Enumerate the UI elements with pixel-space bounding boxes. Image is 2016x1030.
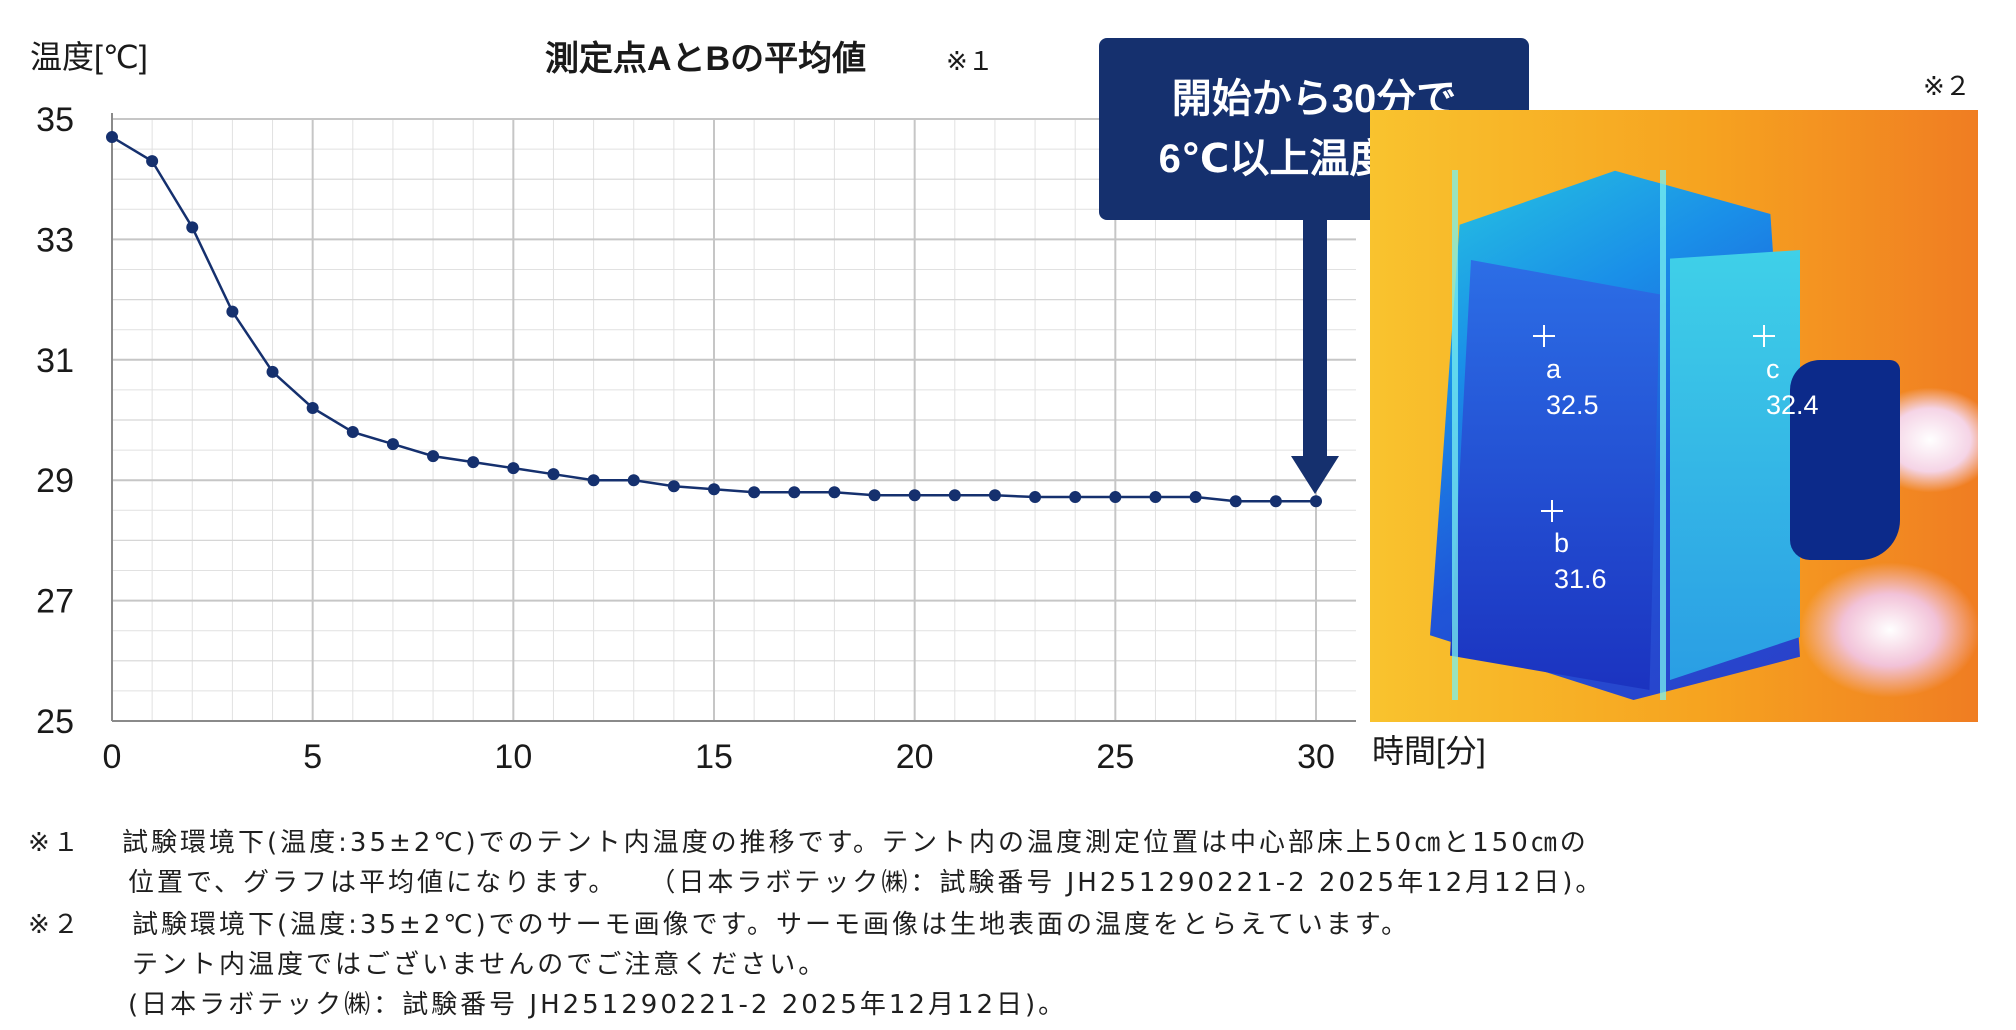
y-tick-label: 35 [36, 101, 74, 139]
data-point [1109, 491, 1122, 504]
footnote-1-mark: ※１ [28, 828, 82, 858]
tent-side-face [1670, 250, 1800, 680]
data-point [146, 155, 159, 168]
y-axis-label: 温度[℃] [30, 39, 148, 75]
x-tick-label: 25 [1096, 738, 1134, 776]
data-point [507, 462, 520, 475]
footnote-2-line-1: 試験環境下(温度:35±2℃)でのサーモ画像です。サーモ画像は生地表面の温度をと… [132, 910, 1411, 940]
footnote-2-mark: ※２ [28, 910, 82, 940]
data-point [1189, 491, 1202, 504]
data-point [1029, 491, 1042, 504]
measure-point-b-label: b [1554, 528, 1570, 558]
y-tick-label: 25 [36, 703, 74, 741]
data-point [1269, 495, 1282, 508]
y-tick-label: 29 [36, 462, 74, 500]
data-point [708, 483, 720, 496]
data-point [948, 489, 961, 502]
x-tick-label: 10 [494, 738, 532, 776]
data-point [587, 474, 600, 487]
data-point [828, 486, 841, 499]
footnote-1-line-2: 位置で、グラフは平均値になります。 （日本ラボテック㈱：試験番号 JH25129… [128, 868, 1605, 898]
x-tick-label: 30 [1297, 738, 1335, 776]
footnote-2: ※２ 試験環境下(温度:35±2℃)でのサーモ画像です。サーモ画像は生地表面の温… [28, 904, 2003, 1024]
axes [111, 113, 1356, 722]
data-point [627, 474, 640, 487]
data-point [427, 450, 440, 463]
arrow-shaft [1303, 218, 1327, 458]
x-tick-label: 15 [695, 738, 733, 776]
y-tick-label: 33 [36, 221, 74, 259]
x-tick-label: 20 [896, 738, 934, 776]
data-point [1310, 495, 1322, 508]
measure-point-b-value: 31.6 [1554, 564, 1607, 594]
data-point [988, 489, 1001, 502]
footnote-2-line-3: (日本ラボテック㈱：試験番号 JH251290221-2 2025年12月12日… [128, 990, 1068, 1020]
tent-pole [1660, 170, 1666, 700]
measure-point-c-label: c [1766, 354, 1780, 384]
data-point [1229, 495, 1242, 508]
y-tick-label: 27 [36, 583, 74, 621]
tent-window-shadow [1790, 360, 1900, 560]
measure-point-b-marker [1541, 500, 1563, 522]
data-point [868, 489, 881, 502]
data-point [106, 131, 118, 144]
tick-labels: 25 27 29 31 33 35 0 5 10 15 20 25 30 [36, 101, 1335, 776]
thermal-image: a 32.5 c 32.4 b 31.6 [1370, 110, 1978, 722]
arrow-head [1291, 456, 1339, 494]
measure-point-c-value: 32.4 [1766, 390, 1819, 420]
data-point [1069, 491, 1082, 504]
data-point [346, 426, 359, 439]
series-group [106, 131, 1322, 508]
data-point [1149, 491, 1162, 504]
x-axis-label: 時間[分] [1372, 733, 1486, 769]
data-point [748, 486, 761, 499]
data-point [547, 468, 560, 481]
footnote-1-line-1: 試験環境下(温度:35±2℃)でのテント内温度の推移です。テント内の温度測定位置… [122, 828, 1589, 858]
x-tick-label: 0 [103, 738, 122, 776]
data-point [266, 365, 279, 378]
data-point [467, 456, 480, 469]
chart-title-note: ※１ [946, 47, 994, 77]
data-point [386, 438, 399, 451]
measure-point-a-label: a [1546, 354, 1562, 384]
data-point [908, 489, 921, 502]
data-point [667, 480, 680, 493]
y-tick-label: 31 [36, 342, 74, 380]
tent-pole [1452, 170, 1458, 700]
measure-point-c-marker [1753, 325, 1775, 347]
major-grid [112, 118, 1356, 721]
measure-point-a-marker [1533, 325, 1555, 347]
x-tick-label: 5 [303, 738, 322, 776]
footnote-1: ※１ 試験環境下(温度:35±2℃)でのテント内温度の推移です。テント内の温度測… [28, 822, 2003, 902]
data-point [186, 221, 199, 234]
annotation-arrow [1291, 218, 1339, 494]
footnote-2-line-2: テント内温度ではございませんのでご注意ください。 [132, 950, 828, 980]
tent-front-face [1450, 260, 1660, 690]
data-point [788, 486, 801, 499]
chart-title: 測定点AとBの平均値 [545, 40, 866, 78]
data-point [226, 305, 239, 318]
measure-point-a-value: 32.5 [1546, 390, 1599, 420]
data-point [306, 401, 319, 414]
thermal-image-note: ※２ [1923, 72, 1971, 102]
